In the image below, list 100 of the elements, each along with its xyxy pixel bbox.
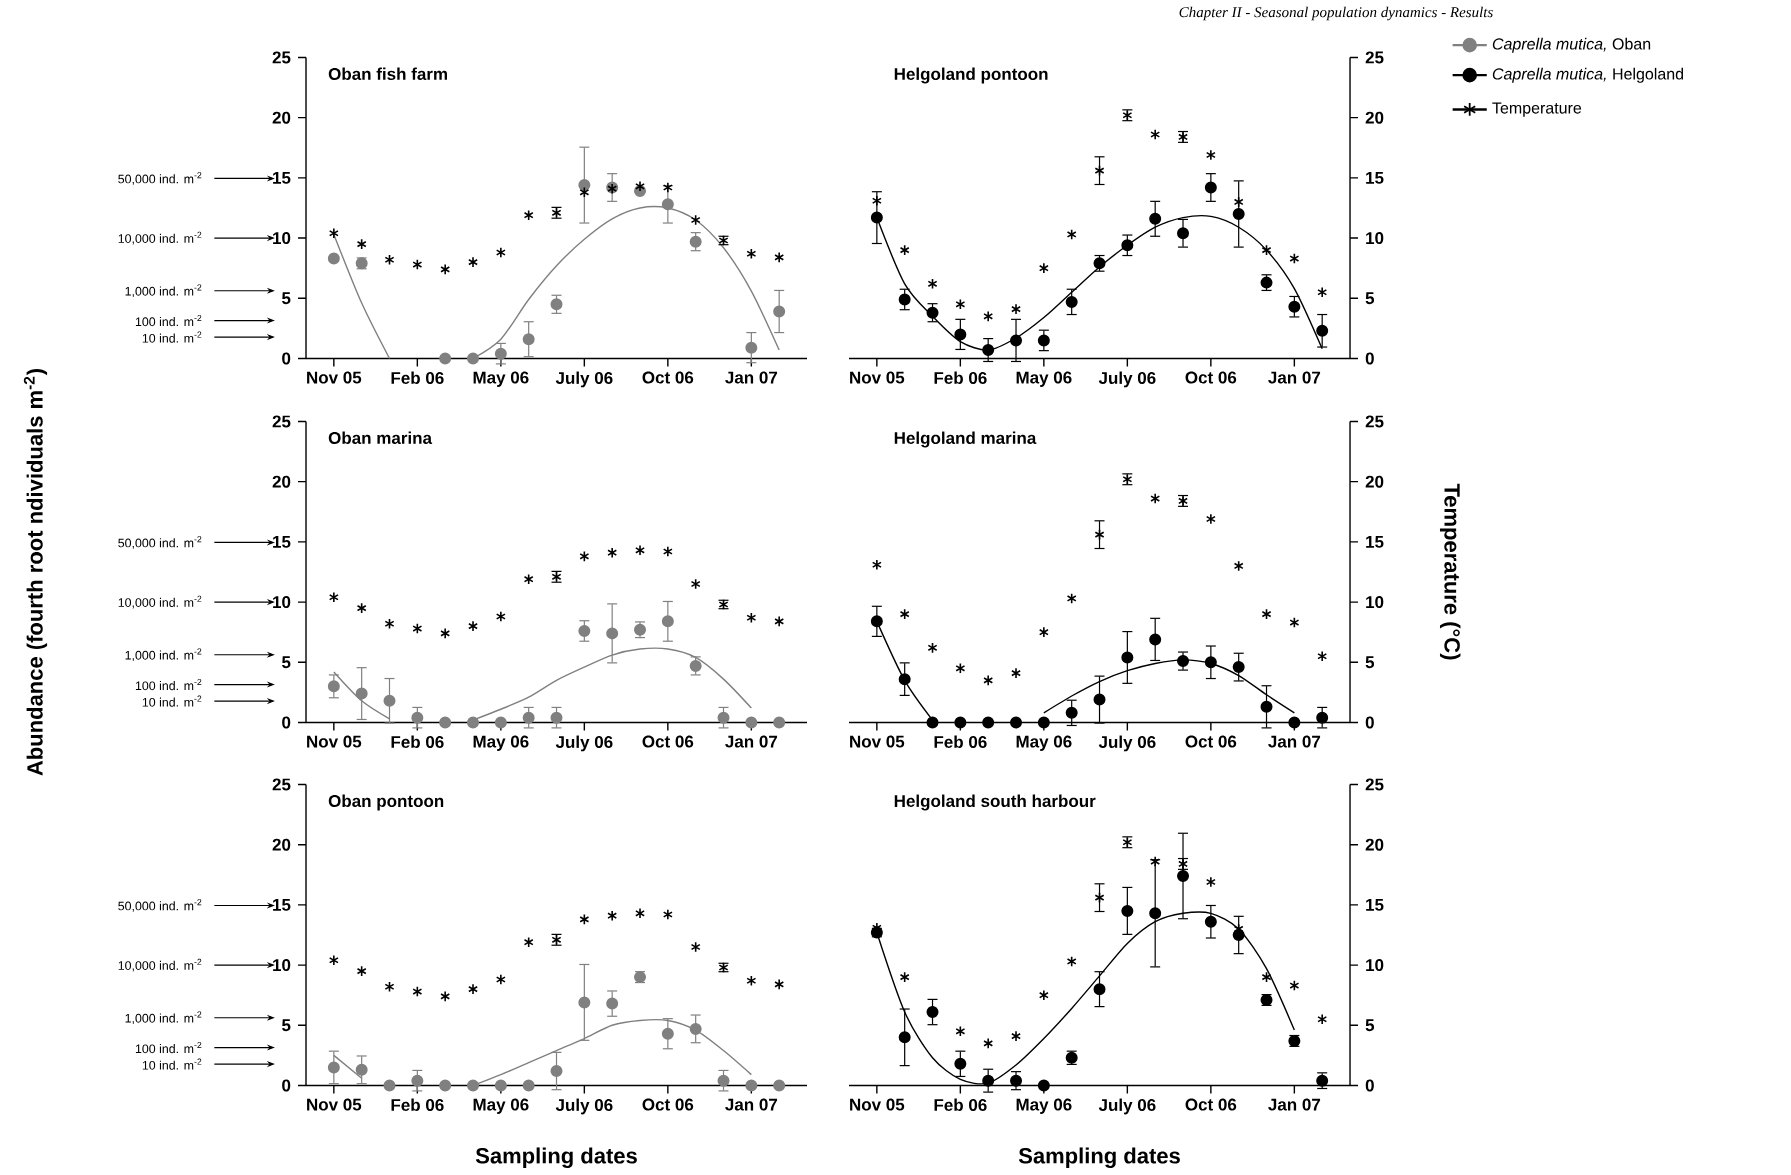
y2-tick-label: 25: [1365, 51, 1384, 64]
point: [773, 305, 786, 318]
point: [870, 615, 883, 628]
x-tick-label: May 06: [473, 1098, 529, 1115]
text: 1,000 ind. m$^{-2}$: [125, 648, 202, 662]
x-tick-label: Nov 05: [850, 735, 905, 748]
point: [1010, 1074, 1023, 1087]
x-tick-label: May 06: [1016, 371, 1072, 388]
point: [467, 1079, 480, 1092]
x-tick-label: Feb 06: [391, 735, 444, 749]
y2-tick-label: 15: [1366, 899, 1384, 911]
point: [690, 214, 701, 226]
point: [1010, 334, 1023, 347]
point: [717, 711, 730, 724]
x-tick-label: Oct 06: [642, 1098, 694, 1111]
point: [746, 248, 757, 260]
text: 1,000 ind. m$^{-2}$: [125, 284, 202, 298]
y2-tick-label: 5: [1365, 656, 1375, 669]
y-tick-label: 25: [272, 415, 291, 428]
point: [439, 716, 452, 729]
y-tick-label: 15: [273, 536, 291, 548]
point: [983, 310, 994, 323]
y2-tick-label: 20: [1365, 111, 1384, 124]
point: [1204, 181, 1217, 194]
y2-tick-label: 0: [1365, 352, 1374, 365]
text: 10 ind. m$^{-2}$: [142, 695, 202, 707]
point: [356, 965, 367, 977]
point: [1149, 212, 1162, 225]
point: [440, 627, 451, 640]
y-tick-label: 15: [273, 172, 291, 184]
point: [1261, 608, 1272, 620]
y2-tick-label: 15: [1366, 172, 1384, 184]
legend-label: Caprella mutica, Helgoland: [1492, 68, 1684, 83]
point: [327, 1061, 340, 1074]
x-tick-label: May 06: [473, 371, 529, 388]
point: [1150, 856, 1161, 868]
point: [1066, 229, 1077, 241]
point: [606, 627, 619, 640]
y2-tick-label: 0: [1365, 1079, 1374, 1092]
point: [495, 247, 506, 259]
text: Oban pontoon: [328, 794, 444, 811]
point: [467, 716, 480, 729]
point: [1260, 700, 1273, 713]
point: [1261, 971, 1272, 983]
y-tick-label: 5: [282, 656, 291, 669]
point: [1261, 244, 1272, 256]
point: [661, 615, 674, 628]
x-tick-label: July 06: [555, 735, 613, 752]
point: [926, 306, 939, 319]
point: [774, 978, 785, 991]
point: [468, 983, 478, 995]
point: [982, 716, 995, 729]
x-tick-label: Feb 06: [934, 1098, 987, 1112]
text: Chapter II - Seasonal population dynamics - Results: [1179, 6, 1493, 21]
point: [1177, 655, 1190, 668]
point: [1316, 324, 1329, 337]
point: [384, 254, 395, 266]
point: [355, 687, 368, 700]
point: [927, 642, 938, 654]
point: [1094, 165, 1105, 177]
x-tick-label: Jan 07: [1268, 1098, 1321, 1111]
x-tick-label: July 06: [1098, 1098, 1156, 1115]
y2-axis-title: Temperature (°C): [1439, 483, 1461, 660]
x-tick-label: Oct 06: [642, 735, 694, 748]
point: [1177, 227, 1190, 240]
point: [898, 673, 911, 686]
point: [468, 256, 478, 268]
y-axis-title: Abundance (fourth root ndividuals m$^{-2}$): [23, 369, 48, 776]
point: [1121, 239, 1134, 252]
point: [522, 333, 535, 346]
x-tick-label: Feb 06: [934, 371, 987, 385]
y-tick-label: 10: [273, 959, 291, 972]
point: [495, 611, 506, 623]
point: [1232, 661, 1245, 674]
x-tick-label: Nov 05: [850, 371, 905, 384]
point: [356, 238, 367, 250]
point: [1204, 656, 1217, 669]
point: [983, 1037, 994, 1050]
point: [1010, 716, 1023, 729]
point: [899, 608, 910, 620]
point: [467, 352, 480, 365]
point: [1150, 493, 1161, 505]
point: [1204, 915, 1217, 928]
point: [579, 913, 590, 926]
point: [1205, 876, 1216, 888]
text: Helgoland marina: [894, 431, 1037, 448]
legend-label: Temperature: [1492, 102, 1582, 117]
point: [954, 328, 967, 341]
point: [523, 936, 534, 948]
point: [773, 1079, 786, 1092]
point: [384, 618, 395, 630]
point: [579, 550, 590, 563]
point: [689, 660, 702, 673]
text: Helgoland pontoon: [894, 67, 1048, 84]
point: [550, 1065, 563, 1078]
x-tick-label: Jan 07: [725, 1098, 778, 1111]
point: [1150, 129, 1161, 141]
x-tick-label: July 06: [555, 1098, 613, 1115]
point: [982, 344, 995, 357]
y-tick-label: 25: [272, 51, 291, 64]
